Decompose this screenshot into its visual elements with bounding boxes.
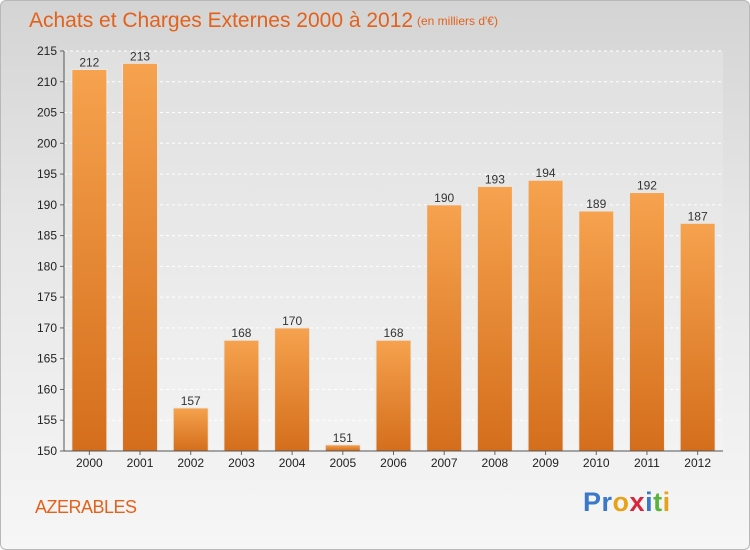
- value-label: 193: [485, 172, 505, 186]
- bar-2008: [476, 185, 513, 452]
- x-tick-label: 2008: [482, 456, 509, 470]
- logo-letter: i: [645, 487, 654, 517]
- logo-letter: r: [601, 487, 613, 517]
- bar-2004: [274, 327, 311, 452]
- bar-2007: [426, 204, 463, 452]
- x-tick-label: 2004: [279, 456, 306, 470]
- x-tick-label: 2011: [634, 456, 660, 470]
- x-tick-label: 2003: [228, 456, 255, 470]
- y-tick-label: 190: [37, 198, 57, 212]
- value-label: 212: [79, 55, 99, 69]
- bar-2012: [679, 222, 716, 452]
- y-tick-label: 170: [37, 321, 57, 335]
- y-tick-label: 155: [37, 413, 57, 427]
- bar-2009: [527, 179, 564, 452]
- bar-2001: [122, 62, 159, 452]
- y-tick-label: 150: [37, 444, 57, 458]
- logo-letter: P: [583, 487, 602, 517]
- x-tick-label: 2010: [583, 456, 610, 470]
- x-tick-label: 2001: [127, 456, 154, 470]
- x-tick-label: 2000: [76, 456, 103, 470]
- value-label: 187: [688, 209, 708, 223]
- x-tick-label: 2006: [380, 456, 407, 470]
- x-tick-label: 2009: [532, 456, 559, 470]
- bar-2005: [324, 444, 361, 452]
- y-tick-label: 165: [37, 352, 57, 366]
- y-tick-label: 210: [37, 75, 57, 89]
- bar-2010: [578, 210, 615, 452]
- y-tick-label: 205: [37, 106, 57, 120]
- bar-2002: [172, 407, 209, 452]
- y-tick-label: 180: [37, 259, 57, 273]
- chart-subtitle: (en milliers d'€): [417, 14, 498, 28]
- bar-2003: [223, 339, 260, 452]
- value-label: 168: [231, 326, 251, 340]
- value-label: 168: [383, 326, 403, 340]
- logo-letter: o: [612, 487, 630, 517]
- value-label: 157: [181, 394, 201, 408]
- commune-name: AZERABLES: [35, 497, 137, 517]
- value-label: 170: [282, 314, 302, 328]
- value-label: 194: [536, 166, 556, 180]
- logo-letter: x: [629, 487, 646, 517]
- y-tick-label: 215: [37, 44, 57, 58]
- value-label: 190: [434, 191, 454, 205]
- value-label: 151: [333, 431, 353, 445]
- proxiti-logo: Proxiti: [583, 487, 671, 518]
- value-label: 213: [130, 49, 150, 63]
- chart-title: Achats et Charges Externes 2000 à 2012: [29, 9, 414, 32]
- logo-letter: i: [662, 487, 671, 517]
- x-tick-label: 2002: [177, 456, 204, 470]
- y-tick-label: 175: [37, 290, 57, 304]
- value-label: 189: [586, 197, 606, 211]
- y-tick-label: 195: [37, 167, 57, 181]
- x-tick-label: 2012: [684, 456, 711, 470]
- bar-2006: [375, 339, 412, 452]
- x-tick-label: 2005: [329, 456, 356, 470]
- value-label: 192: [637, 179, 657, 193]
- y-tick-label: 185: [37, 229, 57, 243]
- bar-2000: [71, 68, 108, 452]
- bar-2011: [628, 192, 665, 452]
- logo-letter: t: [653, 487, 663, 517]
- x-tick-label: 2007: [431, 456, 458, 470]
- y-tick-label: 200: [37, 136, 57, 150]
- y-tick-label: 160: [37, 382, 57, 396]
